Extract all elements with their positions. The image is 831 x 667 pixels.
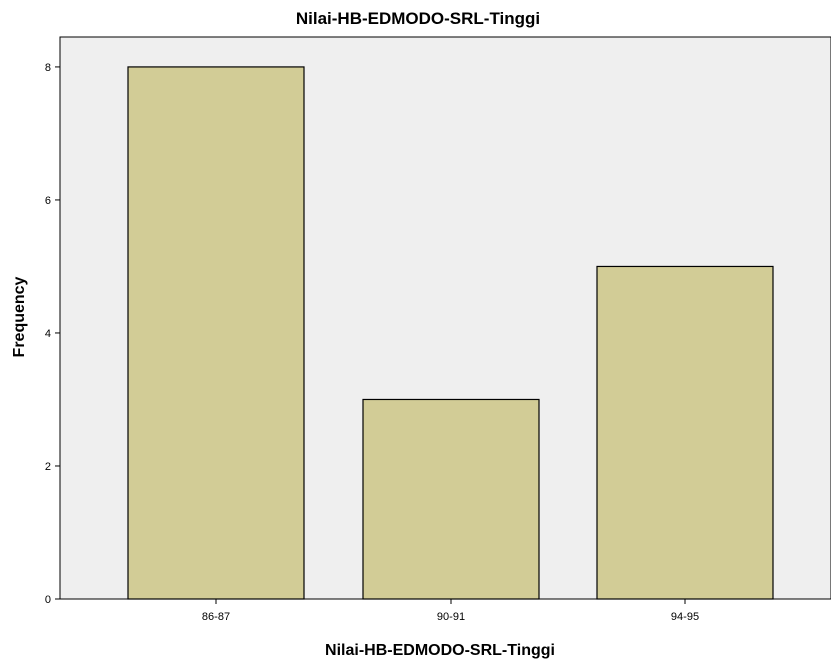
bar-90-91	[362, 398, 540, 600]
bar-86-87	[127, 66, 305, 600]
x-tick-label: 86-87	[202, 611, 230, 623]
bar-94-95	[596, 265, 774, 600]
y-tick-label: 2	[45, 461, 51, 473]
y-axis-label: Frequency	[11, 276, 28, 357]
y-tick-label: 0	[45, 594, 51, 606]
x-tick-label: 90-91	[437, 611, 465, 623]
bars-group	[127, 66, 774, 600]
chart-title: Nilai-HB-EDMODO-SRL-Tinggi	[296, 9, 540, 28]
axes-group: 0 2 4 6 8 86-87 90-91 94-95	[45, 62, 699, 623]
x-tick-label: 94-95	[671, 611, 699, 623]
y-tick-label: 6	[45, 195, 51, 207]
x-axis-label: Nilai-HB-EDMODO-SRL-Tinggi	[325, 642, 555, 659]
y-tick-label: 4	[45, 328, 51, 340]
y-tick-label: 8	[45, 62, 51, 74]
